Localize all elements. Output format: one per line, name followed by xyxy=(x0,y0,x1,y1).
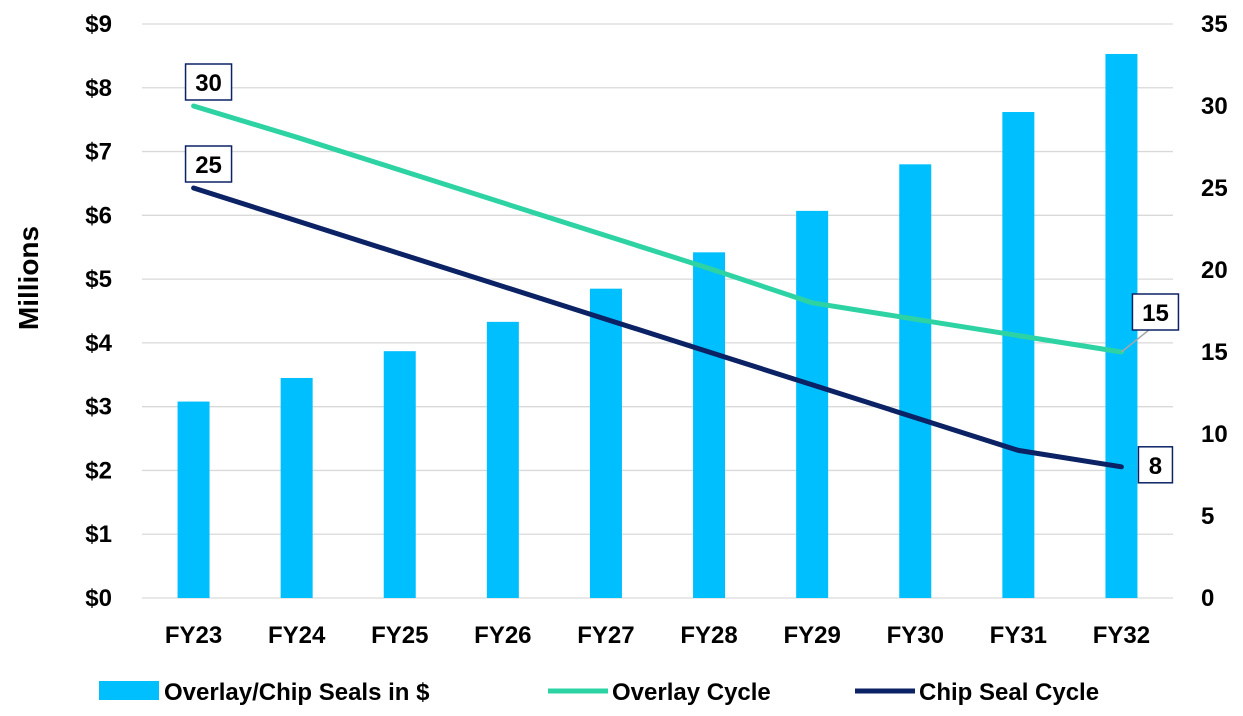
bar xyxy=(1002,112,1035,598)
legend-label: Overlay Cycle xyxy=(612,679,771,706)
left-axis-tick-label: $9 xyxy=(85,11,112,38)
x-axis-tick-label: FY27 xyxy=(577,622,634,649)
legend-label: Chip Seal Cycle xyxy=(919,679,1099,706)
right-axis-tick-label: 10 xyxy=(1201,421,1228,448)
series-line xyxy=(191,185,1124,470)
left-axis-tick-label: $6 xyxy=(85,202,112,229)
right-axis-tick-label: 15 xyxy=(1201,339,1228,366)
bar-series xyxy=(177,53,1138,599)
right-axis-tick-label: 35 xyxy=(1201,11,1228,38)
left-axis-tick-label: $3 xyxy=(85,394,112,421)
data-label-leader xyxy=(1120,327,1152,353)
right-axis-tick-label: 20 xyxy=(1201,257,1228,284)
x-axis-tick-label: FY31 xyxy=(990,622,1047,649)
bar xyxy=(899,164,932,599)
right-axis-tick-label: 25 xyxy=(1201,175,1228,202)
data-label: 8 xyxy=(1149,453,1162,480)
left-axis-title: Millions xyxy=(13,226,44,330)
bar xyxy=(177,401,210,598)
axes: Millions $0$1$2$3$4$5$6$7$8$905101520253… xyxy=(13,11,1228,649)
legend-label: Overlay/Chip Seals in $ xyxy=(164,679,430,706)
right-axis-tick-label: 0 xyxy=(1201,585,1214,612)
data-label: 25 xyxy=(195,152,222,179)
bar xyxy=(486,321,519,598)
x-axis-tick-label: FY29 xyxy=(783,622,840,649)
data-label: 15 xyxy=(1142,300,1169,327)
x-axis-tick-label: FY26 xyxy=(474,622,531,649)
bar xyxy=(280,377,313,598)
x-axis-tick-label: FY30 xyxy=(887,622,944,649)
series-line xyxy=(191,103,1124,355)
x-axis-tick-label: FY24 xyxy=(268,622,326,649)
x-axis-tick-label: FY23 xyxy=(165,622,222,649)
bar xyxy=(693,252,726,598)
data-label-box xyxy=(184,145,233,183)
data-label: 30 xyxy=(195,70,222,97)
data-label-box xyxy=(1137,446,1174,484)
right-axis-tick-label: 5 xyxy=(1201,503,1214,530)
left-axis-tick-label: $2 xyxy=(85,457,112,484)
left-axis-tick-label: $4 xyxy=(85,330,112,357)
line-series xyxy=(191,103,1124,470)
gridlines xyxy=(142,23,1173,599)
left-axis-tick-label: $5 xyxy=(85,266,112,293)
data-label-box xyxy=(1131,293,1180,331)
bar xyxy=(589,288,622,598)
x-axis-tick-label: FY25 xyxy=(371,622,428,649)
legend: Overlay/Chip Seals in $ Overlay Cycle Chip… xyxy=(99,679,1099,706)
x-axis-tick-label: FY32 xyxy=(1093,622,1150,649)
data-labels: 30 15 25 8 xyxy=(184,63,1180,484)
bar xyxy=(383,351,416,598)
right-axis-tick-label: 30 xyxy=(1201,93,1228,120)
x-axis-tick-label: FY28 xyxy=(680,622,737,649)
left-axis-tick-label: $7 xyxy=(85,139,112,166)
legend-swatch-bar xyxy=(99,681,159,700)
left-axis-tick-label: $0 xyxy=(85,585,112,612)
left-axis-tick-label: $1 xyxy=(85,521,112,548)
bar xyxy=(796,210,829,598)
left-axis-tick-label: $8 xyxy=(85,75,112,102)
data-label-box xyxy=(184,63,233,101)
